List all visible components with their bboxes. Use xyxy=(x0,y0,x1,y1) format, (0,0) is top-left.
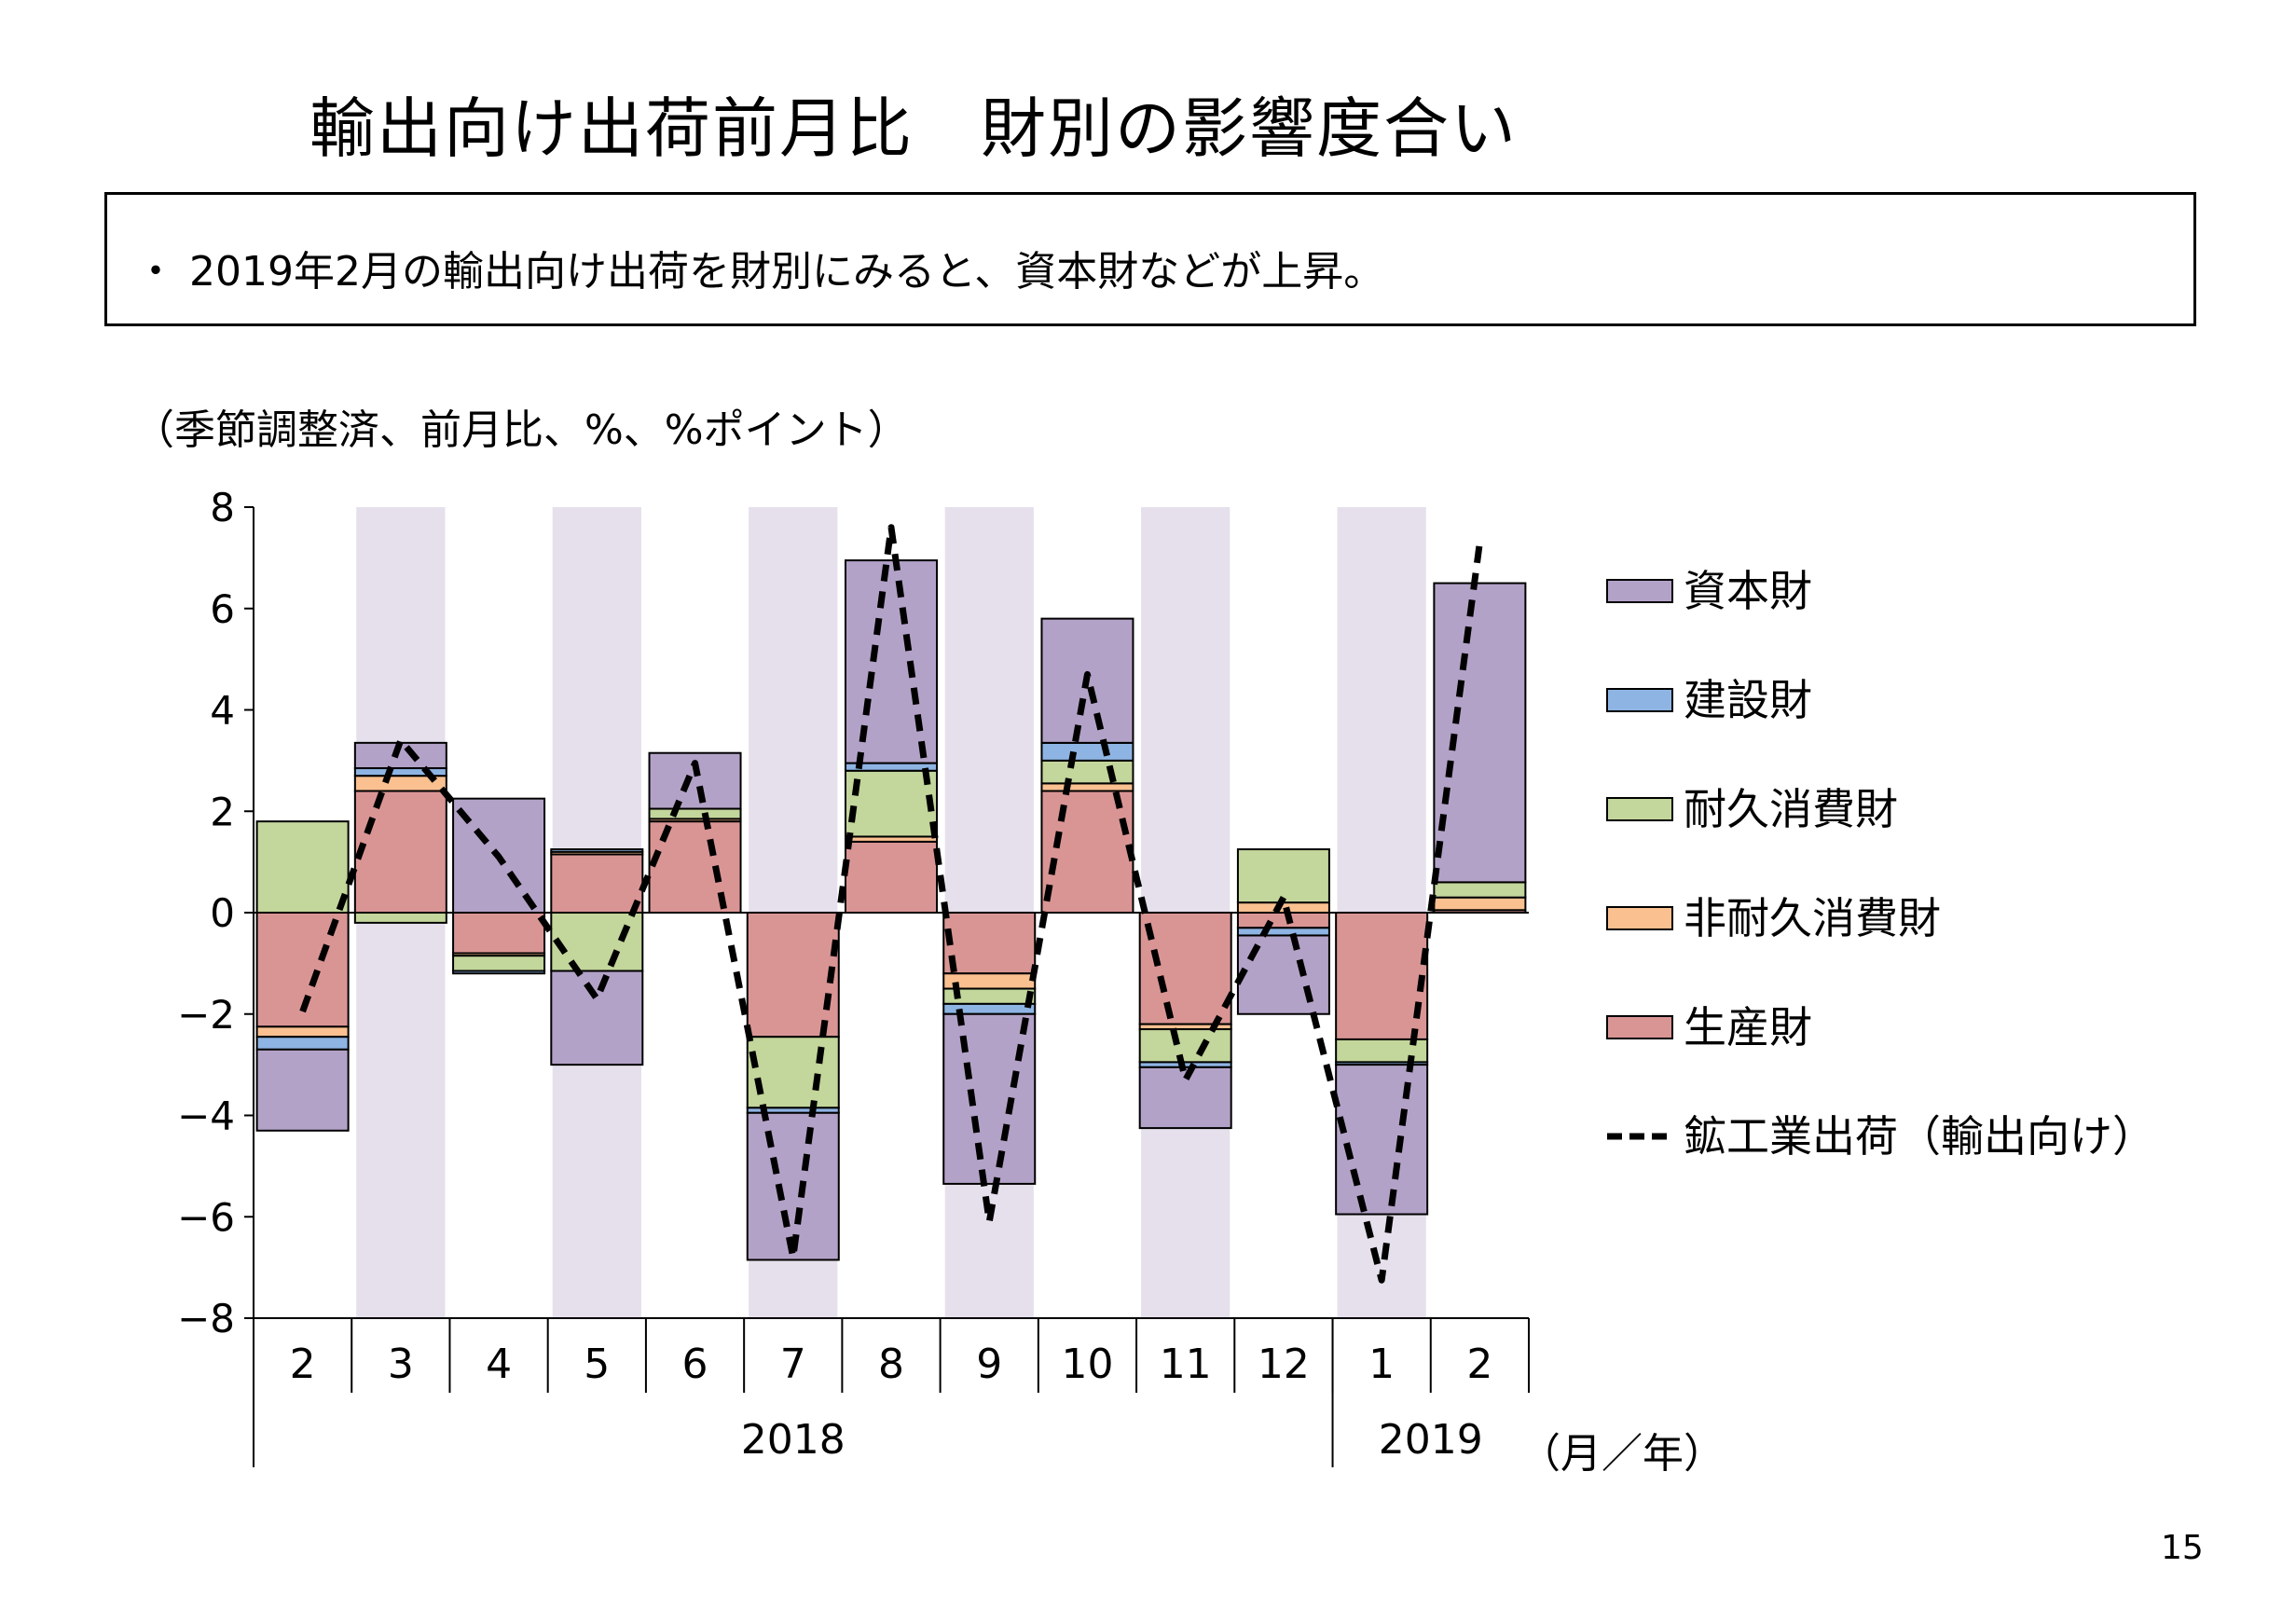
x-tick-label: 12 xyxy=(1258,1341,1310,1388)
bar-segment-durable xyxy=(355,913,447,923)
legend-label-nondurable: 非耐久消費財 xyxy=(1684,893,1941,943)
y-tick-label: 8 xyxy=(210,485,235,530)
bar-segment-production xyxy=(846,842,937,913)
x-tick-label: 8 xyxy=(878,1341,904,1388)
bar-segment-production xyxy=(453,913,544,954)
bar-segment-nondurable xyxy=(1434,898,1525,911)
bar-segment-production xyxy=(1140,913,1231,1025)
x-tick-label: 11 xyxy=(1160,1341,1212,1388)
bar-segment-durable xyxy=(551,913,642,971)
bar-segment-capital xyxy=(943,1014,1035,1184)
y-tick-label: 0 xyxy=(210,890,235,936)
bar-segment-capital xyxy=(257,1050,349,1131)
x-tick-label: 9 xyxy=(976,1341,1002,1388)
bar-segment-production xyxy=(748,913,839,1037)
bar-segment-durable xyxy=(1238,849,1329,902)
bar-segment-construction xyxy=(257,1037,349,1050)
legend-label-construction: 建設財 xyxy=(1684,675,1812,725)
bar-segment-durable xyxy=(1434,882,1525,897)
x-tick-label: 5 xyxy=(584,1341,610,1388)
bar-segment-durable xyxy=(1041,761,1133,783)
y-tick-label: −8 xyxy=(177,1296,235,1341)
bar-segment-durable xyxy=(1140,1029,1231,1062)
bar-segment-capital xyxy=(1434,584,1525,883)
legend-swatch-construction xyxy=(1607,689,1672,711)
bar-segment-construction xyxy=(453,971,544,974)
legend-swatch-durable xyxy=(1607,798,1672,820)
bar-segment-durable xyxy=(650,809,741,819)
legend-swatch-nondurable xyxy=(1607,907,1672,929)
bar-segment-production xyxy=(1041,791,1133,914)
legend-label-production: 生産財 xyxy=(1684,1002,1812,1052)
legend-label-durable: 耐久消費財 xyxy=(1684,784,1898,834)
x-tick-label: 1 xyxy=(1368,1341,1395,1388)
bar-segment-production xyxy=(943,913,1035,973)
bar-segment-production xyxy=(1238,913,1329,928)
x-tick-label: 2 xyxy=(1466,1341,1492,1388)
bar-segment-capital xyxy=(551,971,642,1066)
page-number: 15 xyxy=(2161,1529,2204,1567)
x-tick-label: 6 xyxy=(682,1341,708,1388)
y-tick-label: −4 xyxy=(177,1093,235,1139)
bar-segment-durable xyxy=(453,956,544,970)
bar-segment-durable xyxy=(748,1037,839,1107)
bar-segment-capital xyxy=(1238,935,1329,1013)
legend-label-capital: 資本財 xyxy=(1684,566,1812,616)
year-label: 2018 xyxy=(741,1416,846,1464)
y-tick-label: 4 xyxy=(210,688,235,734)
bar-layer xyxy=(257,560,1526,1259)
x-axis-unit: （月／年） xyxy=(1519,1430,1725,1478)
y-tick-label: −6 xyxy=(177,1194,235,1240)
x-tick-label: 10 xyxy=(1061,1341,1113,1388)
y-tick-label: 6 xyxy=(210,586,235,632)
bar-segment-nondurable xyxy=(1041,783,1133,791)
bar-segment-capital xyxy=(1336,1065,1427,1214)
bar-segment-production xyxy=(1336,913,1427,1039)
bar-segment-construction xyxy=(1041,743,1133,761)
x-tick-label: 2 xyxy=(290,1341,316,1388)
x-tick-label: 3 xyxy=(388,1341,414,1388)
bar-segment-durable xyxy=(257,821,349,913)
bar-segment-construction xyxy=(551,849,642,852)
bar-segment-production xyxy=(355,791,447,914)
x-tick-label: 4 xyxy=(486,1341,512,1388)
bar-segment-nondurable xyxy=(257,1026,349,1037)
legend-label-line: 鉱工業出荷（輸出向け） xyxy=(1684,1111,2155,1162)
x-tick-label: 7 xyxy=(780,1341,806,1388)
bar-segment-capital xyxy=(846,560,937,763)
y-tick-label: −2 xyxy=(177,992,235,1038)
legend-swatch-production xyxy=(1607,1016,1672,1038)
legend-swatch-capital xyxy=(1607,580,1672,602)
y-tick-label: 2 xyxy=(210,789,235,834)
bar-segment-production xyxy=(551,854,642,913)
year-label: 2019 xyxy=(1379,1416,1483,1464)
bar-segment-construction xyxy=(1238,928,1329,935)
